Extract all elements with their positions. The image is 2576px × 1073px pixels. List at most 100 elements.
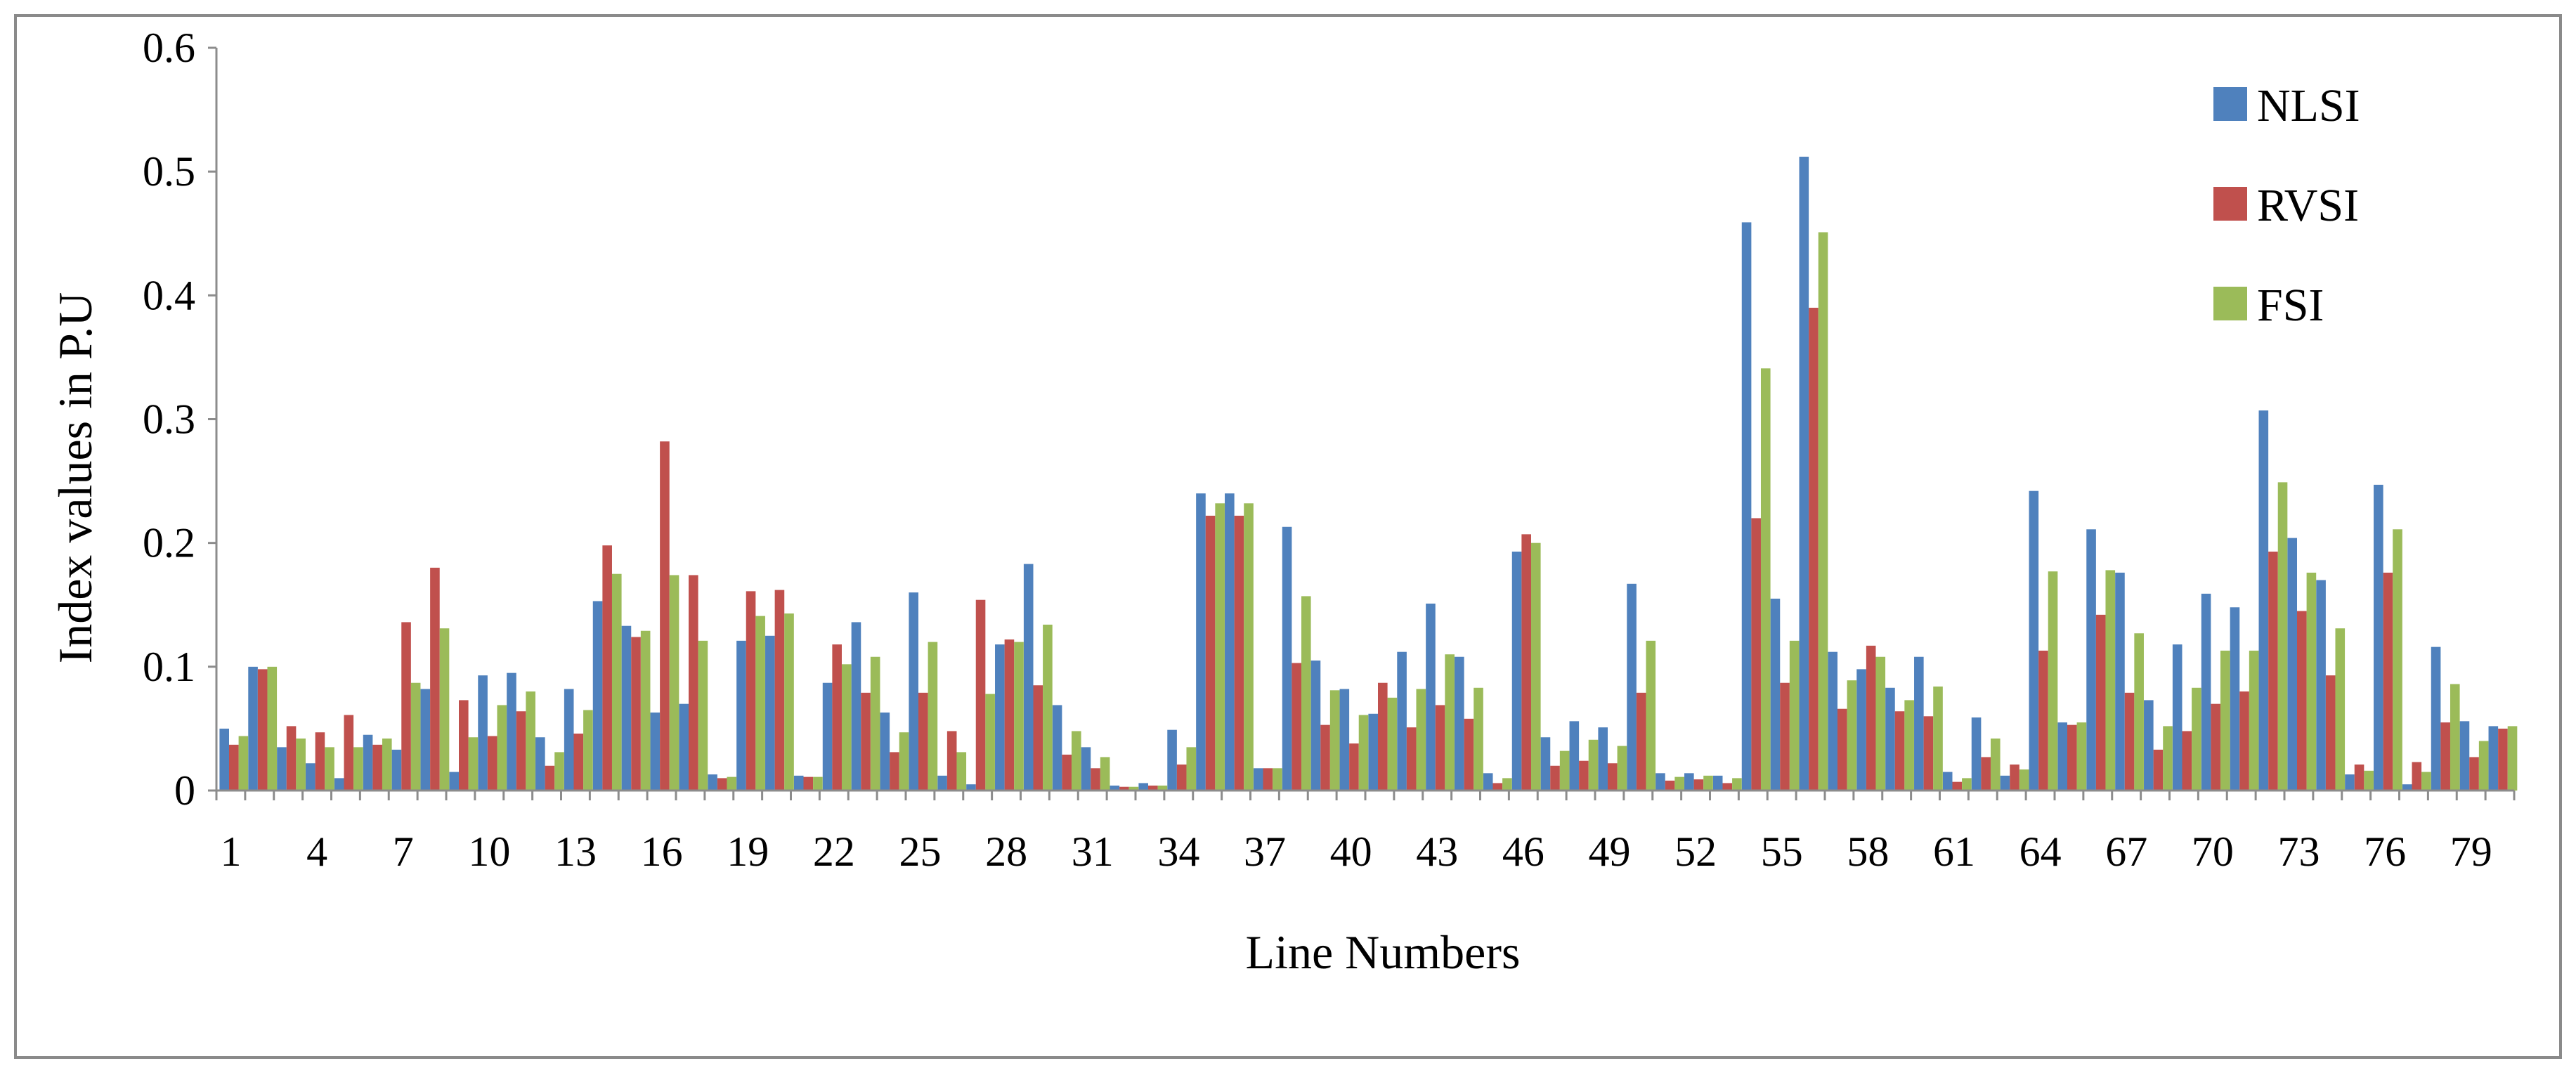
bar-nlsi-57 (1828, 651, 1837, 791)
bar-rvsi-34 (1176, 765, 1187, 791)
bar-rvsi-49 (1608, 763, 1618, 791)
bar-nlsi-73 (2287, 538, 2297, 791)
bar-nlsi-6 (363, 734, 373, 791)
bar-nlsi-23 (851, 622, 861, 791)
x-tick-label: 70 (2192, 828, 2234, 875)
bar-fsi-72 (2277, 482, 2288, 791)
bar-rvsi-73 (2297, 611, 2307, 791)
bar-rvsi-24 (890, 752, 899, 791)
bar-rvsi-72 (2268, 551, 2278, 791)
bar-fsi-3 (296, 739, 306, 791)
x-tick-label: 7 (393, 828, 414, 875)
bar-fsi-69 (2192, 687, 2201, 791)
bar-fsi-57 (1847, 680, 1857, 791)
y-tick-label: 0.1 (143, 644, 195, 690)
bar-nlsi-32 (1110, 785, 1120, 791)
bar-nlsi-31 (1081, 747, 1091, 791)
bar-rvsi-69 (2182, 731, 2192, 791)
bar-nlsi-66 (2086, 529, 2096, 791)
bar-nlsi-56 (1799, 157, 1809, 791)
x-tick-label: 73 (2277, 828, 2320, 875)
bar-fsi-15 (640, 630, 651, 791)
bar-rvsi-8 (430, 567, 440, 791)
bar-fsi-60 (1933, 687, 1943, 791)
bar-nlsi-48 (1569, 721, 1580, 791)
x-tick-label: 49 (1588, 828, 1630, 875)
bar-rvsi-65 (2067, 724, 2077, 791)
bar-fsi-68 (2163, 726, 2173, 791)
bar-fsi-62 (1990, 739, 2001, 791)
bar-nlsi-45 (1483, 773, 1493, 791)
legend-swatch-nlsi (2213, 87, 2247, 121)
bar-rvsi-43 (1435, 705, 1445, 791)
bar-rvsi-54 (1751, 518, 1761, 791)
x-tick-label: 13 (554, 828, 597, 875)
bar-fsi-13 (583, 710, 593, 791)
bar-nlsi-2 (248, 666, 258, 791)
bar-fsi-80 (2507, 726, 2518, 791)
x-tick-label: 76 (2364, 828, 2406, 875)
bar-nlsi-46 (1511, 551, 1522, 791)
bar-rvsi-37 (1263, 768, 1273, 791)
bar-rvsi-67 (2124, 692, 2135, 791)
bar-nlsi-49 (1598, 727, 1608, 791)
bar-nlsi-61 (1942, 772, 1953, 791)
bar-rvsi-42 (1406, 727, 1417, 791)
bar-fsi-2 (267, 666, 278, 791)
bar-rvsi-44 (1464, 718, 1474, 791)
x-tick-label: 16 (641, 828, 683, 875)
bar-rvsi-11 (516, 711, 526, 791)
x-tick-label: 19 (727, 828, 769, 875)
bar-fsi-67 (2134, 633, 2144, 791)
bar-rvsi-74 (2325, 675, 2336, 791)
bar-fsi-50 (1646, 640, 1656, 791)
x-tick-label: 55 (1761, 828, 1803, 875)
legend-label-fsi: FSI (2257, 280, 2324, 331)
bar-rvsi-2 (257, 669, 268, 791)
bar-rvsi-16 (660, 441, 670, 791)
bar-nlsi-3 (277, 747, 287, 791)
bar-fsi-78 (2450, 684, 2460, 791)
bar-rvsi-79 (2469, 757, 2479, 791)
x-tick-label: 28 (985, 828, 1027, 875)
bar-nlsi-72 (2258, 410, 2269, 791)
bar-nlsi-30 (1052, 705, 1062, 791)
bar-rvsi-23 (861, 692, 871, 791)
bar-fsi-65 (2076, 722, 2087, 791)
bar-rvsi-51 (1665, 780, 1675, 791)
bar-fsi-76 (2393, 529, 2402, 791)
bar-rvsi-19 (746, 591, 756, 791)
bar-nlsi-39 (1310, 661, 1321, 791)
x-tick-label: 43 (1416, 828, 1458, 875)
x-tick-label: 37 (1244, 828, 1286, 875)
x-tick-label: 40 (1330, 828, 1372, 875)
bar-fsi-77 (2421, 772, 2431, 791)
bar-nlsi-24 (880, 713, 890, 791)
bar-nlsi-76 (2374, 484, 2383, 791)
bar-rvsi-33 (1148, 785, 1158, 791)
bar-nlsi-16 (650, 713, 661, 791)
bar-fsi-21 (813, 776, 823, 791)
bar-nlsi-75 (2345, 774, 2355, 791)
x-tick-label: 58 (1847, 828, 1889, 875)
bar-rvsi-13 (573, 733, 584, 791)
bar-rvsi-29 (1033, 685, 1043, 791)
bar-nlsi-38 (1282, 526, 1292, 791)
y-axis-title: Index values in P.U (48, 292, 102, 664)
bar-nlsi-22 (822, 682, 833, 791)
bar-rvsi-48 (1579, 760, 1589, 791)
bar-fsi-20 (784, 613, 794, 791)
bar-nlsi-52 (1684, 773, 1694, 791)
bar-nlsi-7 (391, 749, 402, 791)
x-tick-label: 67 (2105, 828, 2147, 875)
bar-nlsi-4 (306, 763, 316, 791)
bar-nlsi-63 (2000, 775, 2010, 791)
bar-rvsi-63 (2010, 765, 2019, 791)
bar-nlsi-54 (1741, 222, 1752, 791)
bar-rvsi-57 (1837, 708, 1847, 791)
bar-nlsi-29 (1023, 564, 1034, 791)
bar-rvsi-59 (1894, 711, 1905, 791)
bar-rvsi-66 (2095, 614, 2106, 791)
bar-rvsi-32 (1119, 786, 1129, 791)
bar-fsi-14 (611, 573, 622, 791)
